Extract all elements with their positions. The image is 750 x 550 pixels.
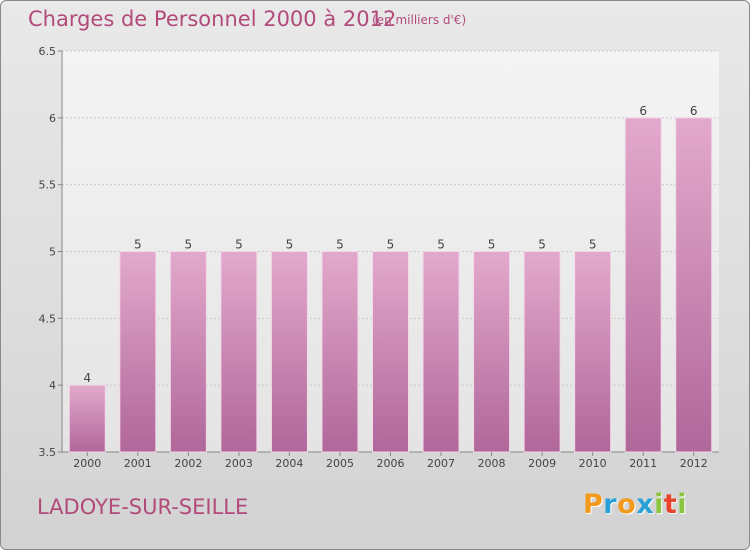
bar-value-label: 5	[589, 238, 597, 252]
y-tick-label: 4.5	[39, 312, 57, 325]
bar	[169, 251, 207, 453]
bar-value-label: 5	[488, 238, 496, 252]
x-tick-label: 2002	[174, 457, 202, 470]
y-tick-label: 6	[49, 112, 56, 125]
bar	[422, 251, 460, 453]
x-tick-label: 2006	[377, 457, 405, 470]
x-tick-label: 2001	[124, 457, 152, 470]
chart-subtitle: (en milliers d'€)	[372, 13, 467, 27]
bar-value-label: 5	[437, 238, 445, 252]
logo-letter: o	[617, 489, 637, 520]
bar-value-label: 5	[185, 238, 193, 252]
bar-value-label: 5	[336, 238, 344, 252]
bar	[675, 117, 713, 453]
y-tick-label: 5.5	[39, 179, 57, 192]
x-tick-label: 2008	[478, 457, 506, 470]
commune-name: LADOYE-SUR-SEILLE	[37, 495, 249, 519]
y-tick-label: 5	[49, 246, 56, 259]
x-tick-label: 2007	[427, 457, 455, 470]
bar-value-label: 5	[387, 238, 395, 252]
x-tick-label: 2000	[73, 457, 101, 470]
y-tick-label: 4	[49, 379, 56, 392]
logo-letter: x	[636, 489, 655, 520]
bar-value-label: 6	[690, 104, 698, 118]
bar	[473, 251, 511, 453]
bar	[574, 251, 612, 453]
logo-letter: i	[654, 489, 664, 520]
logo-letter: P	[583, 489, 604, 520]
logo-letter: r	[603, 489, 618, 520]
logo-letter: t	[663, 489, 678, 520]
bar-value-label: 5	[538, 238, 546, 252]
bar-value-label: 5	[286, 238, 294, 252]
logo-letter: i	[677, 489, 688, 520]
bar	[68, 384, 106, 453]
y-tick-label: 6.5	[39, 45, 57, 58]
chart-title: Charges de Personnel 2000 à 2012	[28, 7, 397, 31]
bar	[321, 251, 359, 453]
bar	[270, 251, 308, 453]
proxiti-logo[interactable]: Proxiti	[583, 489, 687, 520]
bar	[220, 251, 258, 453]
x-tick-label: 2011	[629, 457, 657, 470]
x-tick-label: 2009	[528, 457, 556, 470]
bar	[523, 251, 561, 453]
x-tick-label: 2004	[275, 457, 303, 470]
x-tick-label: 2012	[680, 457, 708, 470]
bar	[624, 117, 662, 453]
bar	[372, 251, 409, 453]
bar-value-label: 5	[235, 238, 243, 252]
bar	[119, 251, 157, 453]
bar-value-label: 6	[639, 104, 647, 118]
bar-value-label: 4	[83, 371, 91, 385]
x-tick-label: 2003	[225, 457, 253, 470]
y-tick-label: 3.5	[39, 446, 57, 459]
bar-value-label: 5	[134, 238, 142, 252]
x-tick-label: 2005	[326, 457, 354, 470]
x-tick-label: 2010	[579, 457, 607, 470]
